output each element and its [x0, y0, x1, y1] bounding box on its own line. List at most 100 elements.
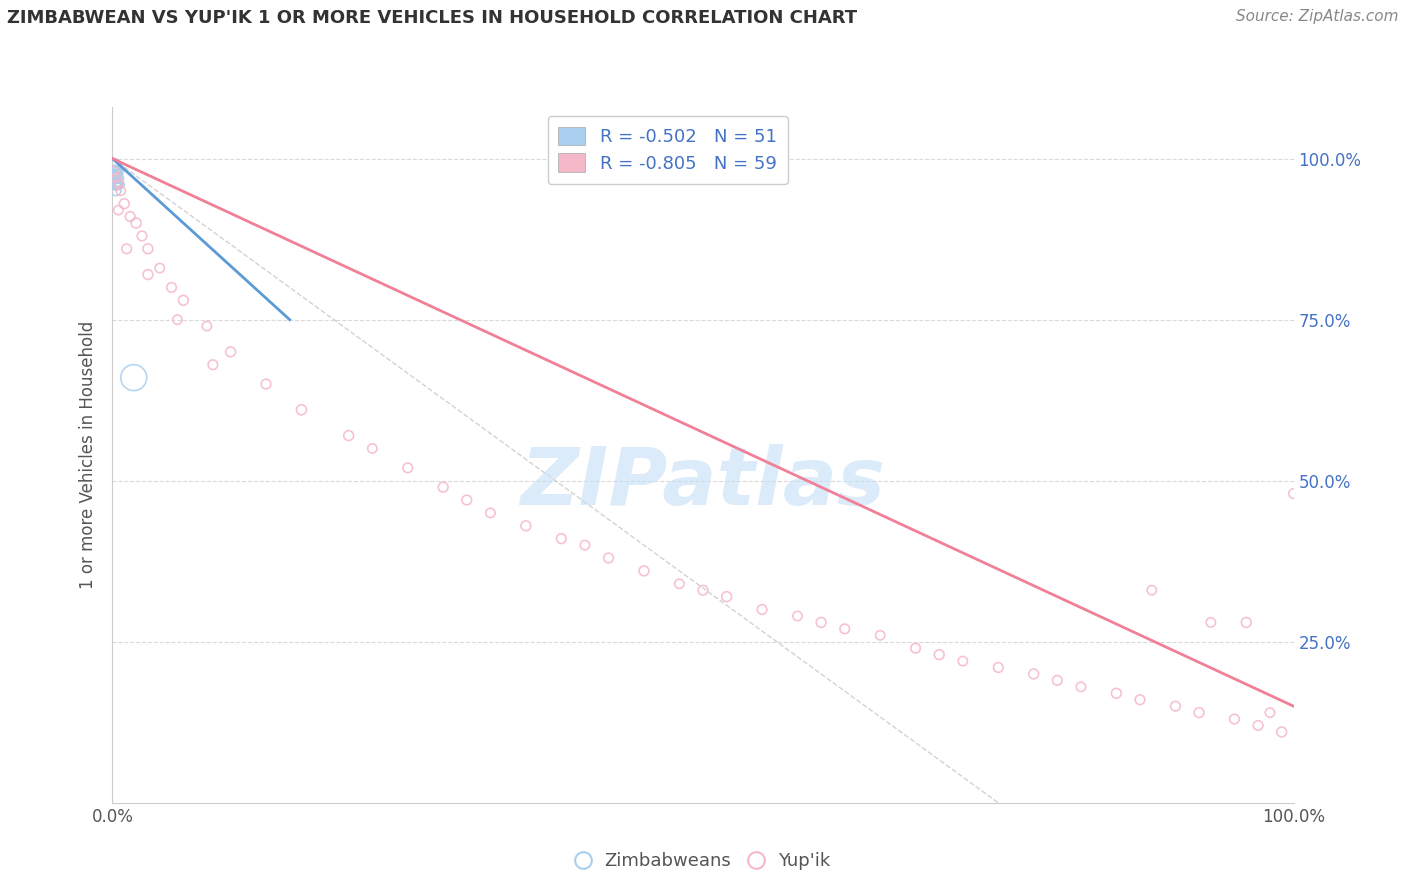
Point [834, 622, 856, 636]
Point [396, 460, 419, 475]
Point [1271, 725, 1294, 739]
Point [104, 164, 127, 178]
Point [1223, 712, 1246, 726]
Point [166, 312, 188, 326]
Point [105, 178, 128, 192]
Point [104, 164, 127, 178]
Point [105, 164, 128, 178]
Point [105, 170, 128, 185]
Point [136, 268, 159, 282]
Point [172, 293, 194, 308]
Point [1258, 706, 1281, 720]
Point [219, 344, 242, 359]
Point [1140, 583, 1163, 598]
Text: ZIPatlas: ZIPatlas [520, 443, 886, 522]
Point [1199, 615, 1222, 630]
Point [515, 518, 537, 533]
Point [432, 480, 454, 494]
Point [104, 170, 127, 185]
Point [110, 184, 132, 198]
Point [105, 164, 128, 178]
Point [105, 178, 128, 192]
Point [1188, 706, 1211, 720]
Point [103, 170, 125, 185]
Point [598, 551, 620, 566]
Point [103, 164, 125, 178]
Point [1046, 673, 1069, 688]
Point [104, 164, 127, 178]
Point [103, 158, 125, 172]
Point [810, 615, 832, 630]
Point [337, 428, 360, 442]
Point [786, 609, 808, 624]
Point [107, 178, 129, 192]
Point [125, 216, 148, 230]
Point [668, 576, 690, 591]
Point [479, 506, 502, 520]
Point [105, 170, 128, 185]
Point [550, 532, 572, 546]
Point [201, 358, 224, 372]
Point [1164, 699, 1187, 714]
Point [1234, 615, 1257, 630]
Point [104, 164, 127, 178]
Point [987, 660, 1010, 674]
Point [104, 164, 127, 178]
Point [1282, 486, 1305, 500]
Point [104, 158, 127, 172]
Point [105, 170, 128, 185]
Point [103, 158, 125, 172]
Text: ZIMBABWEAN VS YUP'IK 1 OR MORE VEHICLES IN HOUSEHOLD CORRELATION CHART: ZIMBABWEAN VS YUP'IK 1 OR MORE VEHICLES … [7, 9, 858, 27]
Point [104, 158, 127, 172]
Point [105, 178, 128, 192]
Point [104, 158, 127, 172]
Point [103, 164, 125, 178]
Point [103, 158, 125, 172]
Point [104, 158, 127, 172]
Point [290, 402, 312, 417]
Point [574, 538, 596, 552]
Point [103, 164, 125, 178]
Point [103, 158, 125, 172]
Point [104, 178, 127, 192]
Point [122, 370, 145, 384]
Point [103, 158, 125, 172]
Point [1070, 680, 1092, 694]
Point [103, 158, 125, 172]
Point [115, 242, 138, 256]
Point [105, 178, 128, 192]
Point [160, 280, 183, 294]
Point [105, 184, 128, 198]
Point [108, 178, 131, 192]
Point [104, 158, 127, 172]
Point [105, 178, 128, 192]
Point [105, 164, 128, 178]
Text: Source: ZipAtlas.com: Source: ZipAtlas.com [1236, 9, 1399, 24]
Point [1022, 667, 1045, 681]
Point [104, 170, 127, 185]
Point [107, 170, 129, 185]
Point [1129, 692, 1152, 706]
Point [103, 170, 125, 185]
Point [105, 170, 128, 185]
Point [104, 170, 127, 185]
Point [751, 602, 773, 616]
Point [361, 442, 384, 456]
Point [104, 164, 127, 178]
Point [254, 377, 277, 392]
Point [105, 178, 128, 192]
Point [1247, 718, 1270, 732]
Point [131, 228, 153, 243]
Point [105, 170, 128, 185]
Point [105, 170, 128, 185]
Point [112, 196, 135, 211]
Point [104, 164, 127, 178]
Point [105, 178, 128, 192]
Point [105, 170, 128, 185]
Point [928, 648, 950, 662]
Point [904, 641, 927, 656]
Point [104, 170, 127, 185]
Point [952, 654, 974, 668]
Point [716, 590, 738, 604]
Point [105, 178, 128, 192]
